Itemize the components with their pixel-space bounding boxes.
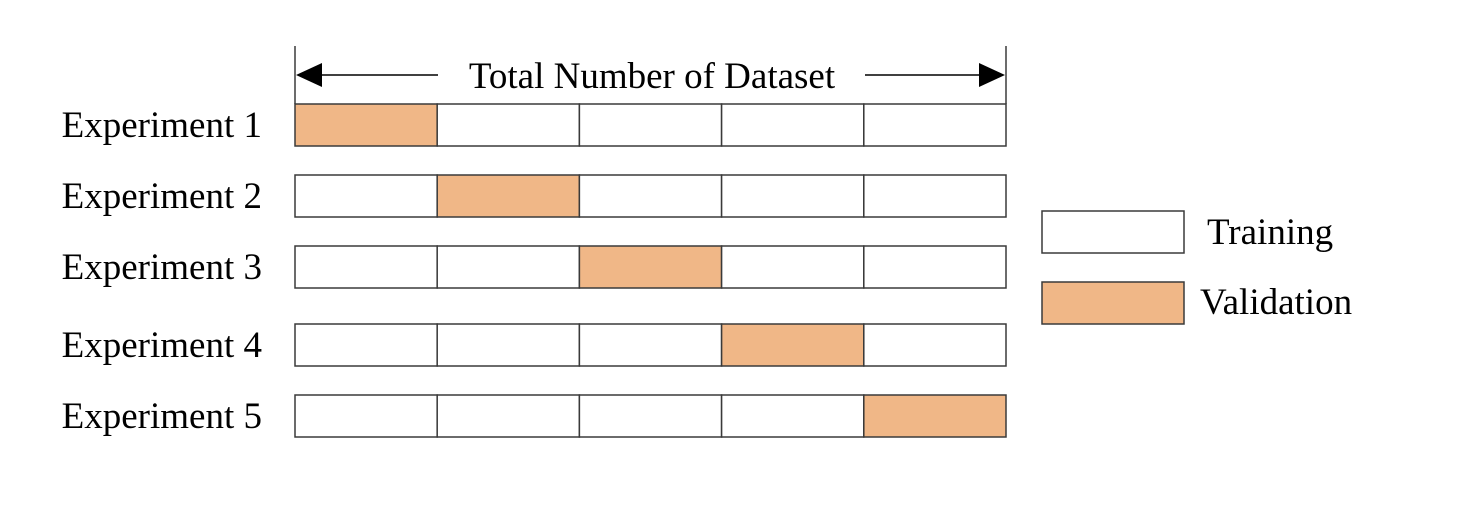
legend-validation-label: Validation [1200,282,1352,323]
training-fold [578,174,723,218]
training-fold [578,103,723,147]
training-fold [436,323,581,367]
training-fold [720,103,865,147]
legend-validation-swatch [1041,281,1185,325]
training-fold [863,103,1007,147]
span-label: Total Number of Dataset [469,56,836,97]
legend-training-label: Training [1207,212,1333,253]
training-fold [436,103,581,147]
validation-fold [578,245,723,289]
validation-fold [863,394,1007,438]
legend-training-swatch [1041,210,1185,254]
legend: Training Validation [1041,210,1352,325]
validation-fold [720,323,865,367]
training-fold [720,394,865,438]
training-fold [294,394,438,438]
training-fold [863,174,1007,218]
training-fold [294,323,438,367]
experiment-label: Experiment 1 [62,105,262,146]
training-fold [436,245,581,289]
experiment-label: Experiment 4 [62,325,262,366]
arrow-right-icon [979,63,1005,87]
training-fold [863,245,1007,289]
experiment-label: Experiment 5 [62,396,262,437]
training-fold [863,323,1007,367]
experiment-label: Experiment 2 [62,176,262,217]
arrow-left-icon [296,63,322,87]
training-fold [578,394,723,438]
experiment-row: Experiment 4 [62,323,1007,367]
experiment-label: Experiment 3 [62,247,262,288]
training-fold [720,174,865,218]
training-fold [294,174,438,218]
training-fold [720,245,865,289]
dataset-span-header: Total Number of Dataset [294,46,1007,104]
training-fold [578,323,723,367]
experiment-row: Experiment 2 [62,174,1007,218]
experiment-rows: Experiment 1 Experiment 2 Experiment 3 Expe… [62,103,1007,438]
experiment-row: Experiment 3 [62,245,1007,289]
experiment-row: Experiment 1 [62,103,1007,147]
validation-fold [436,174,581,218]
validation-fold [294,103,438,147]
training-fold [294,245,438,289]
experiment-row: Experiment 5 [62,394,1007,438]
training-fold [436,394,581,438]
